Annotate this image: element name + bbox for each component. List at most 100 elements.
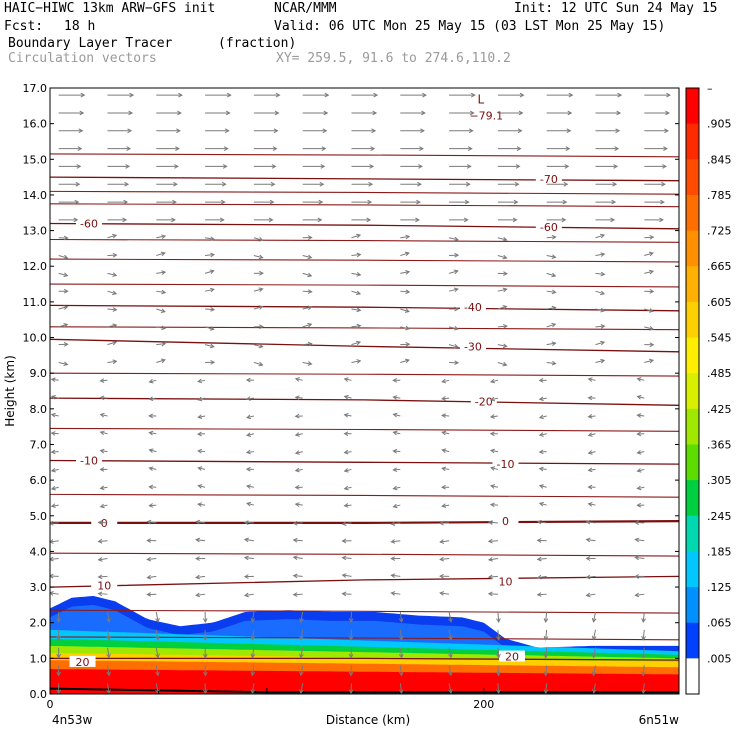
circulation-vector <box>538 414 547 420</box>
contour-label: -10 <box>496 458 514 471</box>
circulation-vector <box>56 647 62 659</box>
x-tick-label: 0 <box>47 698 54 711</box>
circulation-vector <box>400 164 423 169</box>
circulation-vector <box>107 340 118 346</box>
circulation-vector <box>644 217 664 223</box>
circulation-vector <box>595 199 617 205</box>
circulation-vector <box>250 629 256 641</box>
circulation-vector <box>58 92 86 98</box>
circulation-vector <box>204 287 215 293</box>
circulation-vector <box>489 431 498 437</box>
circulation-vector <box>591 629 597 641</box>
circulation-vector <box>50 520 59 526</box>
circulation-vector <box>390 556 401 561</box>
circulation-vector <box>546 146 571 151</box>
contour-label: -60 <box>540 221 558 234</box>
circulation-vector <box>536 519 547 525</box>
circulation-vector <box>302 322 313 328</box>
min-marker-letter: L <box>477 92 484 106</box>
circulation-vector <box>587 450 596 455</box>
circulation-vector <box>106 683 111 694</box>
circulation-vector <box>246 432 254 437</box>
tracer-field <box>50 596 679 694</box>
y-tick-label: 1.0 <box>30 652 48 665</box>
circulation-vector <box>543 647 549 659</box>
circulation-vector <box>58 217 79 223</box>
circulation-vector <box>636 413 645 418</box>
circulation-vector <box>487 538 498 544</box>
circulation-vector <box>294 502 303 507</box>
circulation-vector <box>58 288 69 294</box>
circulation-vector <box>205 164 228 169</box>
circulation-vector <box>634 592 645 598</box>
circulation-vector <box>343 412 352 418</box>
circulation-vector <box>253 164 277 169</box>
circulation-vector <box>351 233 362 239</box>
contour-label: -60 <box>80 217 98 230</box>
circulation-vector <box>585 519 596 525</box>
circulation-vector <box>441 378 450 384</box>
circulation-vector <box>400 289 411 295</box>
circulation-vector <box>400 199 421 205</box>
circulation-vector <box>398 665 404 677</box>
circulation-vector <box>587 484 596 490</box>
contour-label: 20 <box>505 651 519 664</box>
contour-label: -70 <box>540 173 558 186</box>
circulation-vector <box>253 146 278 151</box>
colorbar-label: .665 <box>707 260 732 273</box>
circulation-vector <box>351 146 376 151</box>
circulation-vector <box>195 592 206 598</box>
circulation-vector <box>253 361 264 367</box>
circulation-vector <box>107 181 130 187</box>
circulation-vector <box>351 272 362 277</box>
circulation-vector <box>197 448 206 454</box>
circulation-vector <box>439 556 450 562</box>
circulation-vector <box>156 289 167 295</box>
circulation-vector <box>243 555 254 561</box>
circulation-vector <box>243 574 254 579</box>
colorbar-swatch <box>686 408 699 445</box>
circulation-vector <box>253 287 264 292</box>
circulation-vector <box>497 236 508 242</box>
circulation-vector <box>400 181 422 187</box>
circulation-vector <box>253 199 275 205</box>
y-tick-label: 13.0 <box>23 225 48 238</box>
circulation-vector <box>343 449 352 455</box>
colorbar-label: .605 <box>707 296 732 309</box>
circulation-vector <box>99 503 108 509</box>
isotherm-line <box>50 258 679 263</box>
circulation-vector <box>595 340 606 346</box>
circulation-vector <box>99 378 108 383</box>
circulation-vector <box>302 110 329 116</box>
circulation-vector <box>155 611 160 623</box>
contour-label: -40 <box>464 301 482 314</box>
circulation-vector <box>543 683 549 694</box>
colorbar-label: .005 <box>707 652 732 665</box>
circulation-vector <box>302 164 326 169</box>
circulation-vector <box>392 412 401 418</box>
circulation-vector <box>400 217 420 223</box>
contour-label-bg <box>459 340 486 352</box>
circulation-vector <box>497 128 523 134</box>
circulation-vector <box>497 305 508 310</box>
circulation-vector <box>634 574 645 579</box>
circulation-vector <box>302 341 313 347</box>
circulation-vector <box>487 591 498 597</box>
circulation-vector <box>489 448 498 454</box>
circulation-vector <box>644 110 670 116</box>
circulation-vector <box>497 361 508 367</box>
circulation-vector <box>392 377 401 383</box>
circulation-vector <box>390 591 401 596</box>
circulation-vector <box>546 289 557 295</box>
circulation-vector <box>546 128 572 134</box>
circulation-vector <box>546 110 573 116</box>
circulation-vector <box>490 466 499 471</box>
circulation-vector <box>50 394 59 400</box>
min-marker-value: −79.1 <box>469 109 503 122</box>
circulation-vector <box>243 537 254 543</box>
circulation-vector <box>107 359 118 365</box>
tracer-band <box>50 669 679 694</box>
circulation-vector <box>392 395 401 400</box>
circulation-vector <box>497 287 508 293</box>
circulation-vector <box>634 555 645 561</box>
